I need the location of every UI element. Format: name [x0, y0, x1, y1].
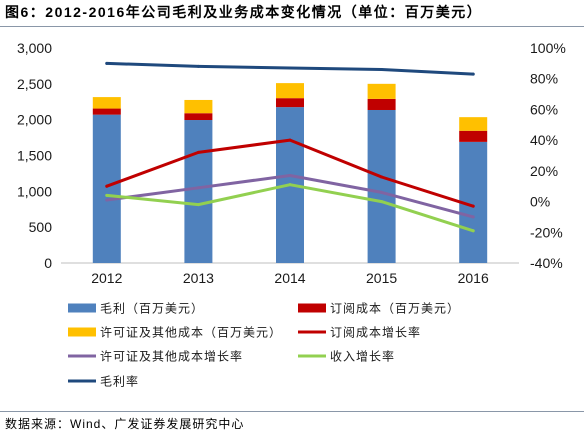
right-axis-tick-label: -40%: [530, 255, 563, 271]
bar-segment-series-2-2016: [459, 117, 488, 131]
x-axis-tick-label: 2014: [274, 270, 305, 286]
legend-label-1: 订阅成本（百万美元）: [330, 302, 460, 316]
title-divider: [0, 26, 584, 27]
source-note: 数据来源：Wind、广发证券发展研究中心: [5, 417, 245, 431]
x-axis-tick-label: 2013: [183, 270, 214, 286]
legend-swatch-1: [298, 303, 326, 313]
line-point-series-5-2012: [105, 193, 109, 197]
line-point-series-3-2013: [196, 150, 200, 154]
line-point-series-6-2014: [288, 66, 292, 70]
line-point-series-4-2014: [288, 173, 292, 177]
right-axis-tick-label: 80%: [530, 71, 558, 87]
legend: 毛利（百万美元） 订阅成本（百万美元） 许可证及其他成本（百万美元） 订阅成本增长率许…: [68, 302, 460, 389]
bar-segment-series-0-2013: [184, 120, 213, 264]
legend-label-6: 毛利率: [100, 374, 139, 389]
x-axis-tick-label: 2016: [458, 270, 489, 286]
left-axis-tick-label: 2,000: [17, 112, 52, 128]
x-axis-tick-label: 2015: [366, 270, 397, 286]
bar-segment-series-1-2014: [276, 98, 304, 108]
line-point-series-4-2015: [380, 190, 384, 194]
line-point-series-4-2013: [196, 186, 200, 190]
bar-segment-series-2-2013: [184, 99, 213, 114]
bar-segment-series-0-2012: [92, 114, 121, 264]
line-point-series-5-2016: [471, 229, 475, 233]
right-axis-tick-label: -20%: [530, 224, 563, 240]
line-point-series-5-2014: [288, 183, 292, 187]
legend-swatch-2: [68, 327, 96, 337]
legend-swatch-0: [68, 303, 96, 313]
legend-label-0: 毛利（百万美元）: [100, 302, 204, 316]
right-axis-tick-label: 60%: [530, 101, 558, 117]
line-point-series-6-2016: [471, 72, 475, 76]
legend-label-5: 收入增长率: [330, 349, 395, 364]
left-axis-tick-label: 500: [29, 219, 53, 235]
line-point-series-3-2016: [471, 204, 475, 208]
legend-label-3: 订阅成本增长率: [330, 325, 421, 340]
legend-label-4: 许可证及其他成本增长率: [100, 349, 243, 364]
line-point-series-5-2015: [380, 200, 384, 204]
line-point-series-4-2012: [105, 198, 109, 202]
line-point-series-6-2015: [380, 68, 384, 71]
line-point-series-5-2013: [196, 203, 200, 207]
left-axis-tick-label: 0: [44, 255, 52, 271]
line-point-series-4-2016: [471, 215, 475, 219]
line-point-series-6-2012: [105, 61, 109, 65]
left-axis-tick-label: 2,500: [17, 76, 52, 92]
bar-stack-group: [92, 83, 488, 264]
line-point-series-3-2015: [380, 175, 384, 179]
left-axis-tick-label: 3,000: [17, 40, 52, 56]
left-axis-tick-label: 1,500: [17, 148, 52, 164]
right-axis-tick-label: 20%: [530, 163, 558, 179]
bar-segment-series-1-2012: [92, 108, 121, 115]
axes: 0 500 1,000 1,500 2,000 2,500 3,000 -40% -20% 0% 2…: [17, 40, 566, 286]
bar-segment-series-2-2014: [276, 83, 304, 99]
bar-segment-series-2-2015: [367, 83, 396, 99]
line-point-series-3-2014: [288, 138, 292, 142]
bar-segment-series-1-2013: [184, 113, 213, 121]
bar-segment-series-2-2012: [92, 97, 121, 109]
figure-title: 图6：2012-2016年公司毛利及业务成本变化情况（单位：百万美元）: [5, 4, 483, 20]
x-axis-tick-label: 2012: [91, 270, 122, 286]
line-point-series-6-2013: [196, 64, 200, 68]
source-divider: [0, 411, 584, 412]
bar-segment-series-0-2015: [367, 109, 396, 263]
line-point-series-3-2012: [105, 184, 109, 188]
right-axis-tick-label: 100%: [530, 40, 566, 56]
legend-label-2: 许可证及其他成本（百万美元）: [100, 326, 282, 340]
bar-segment-series-1-2015: [367, 98, 396, 110]
line-series-group: [105, 61, 475, 233]
right-axis-tick-label: 0%: [530, 194, 550, 210]
left-axis-tick-label: 1,000: [17, 183, 52, 199]
right-axis-tick-label: 40%: [530, 132, 558, 148]
bar-segment-series-1-2016: [459, 130, 488, 142]
